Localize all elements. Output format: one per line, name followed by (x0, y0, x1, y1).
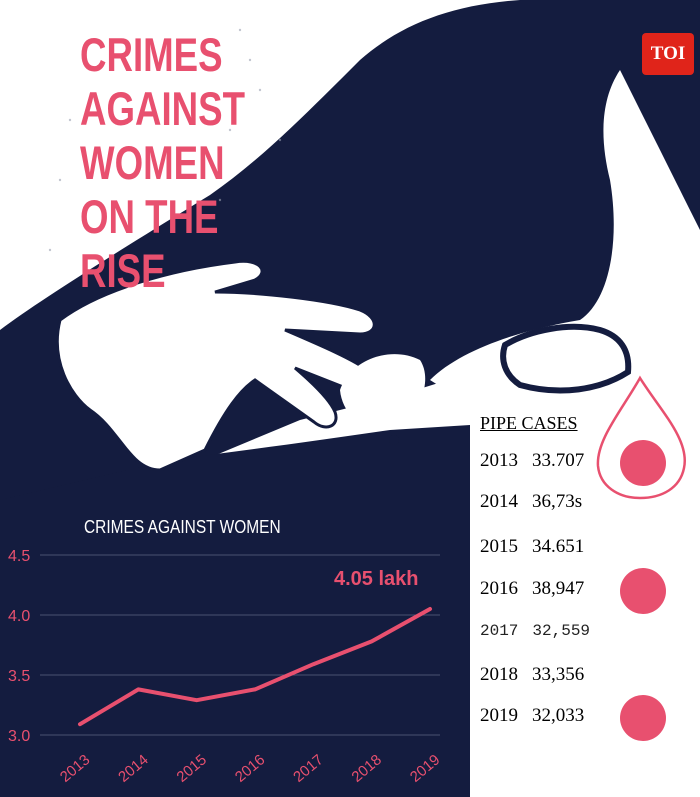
cases-value: 32,033 (532, 705, 585, 726)
cases-marker-dot (620, 568, 666, 614)
y-tick-label: 4.0 (8, 608, 30, 625)
eye-lid (510, 339, 612, 377)
teardrop-icon (596, 375, 687, 500)
cases-marker-dot (620, 440, 666, 486)
face-shape (430, 70, 700, 405)
nostril (389, 435, 399, 445)
eye-shape (500, 323, 632, 394)
nose-shape (340, 354, 426, 430)
x-tick-label: 2017 (290, 751, 326, 785)
chart-annotation: 4.05 lakh (334, 568, 419, 590)
headline-line-2: AGAINST (80, 82, 245, 135)
y-tick-label: 4.5 (8, 548, 30, 565)
series-line (78, 607, 432, 727)
headline-line-1: CRIMES (80, 28, 223, 81)
cases-row: 2018 33,356 (480, 664, 584, 686)
toi-logo: TOI (642, 33, 694, 75)
x-tick-label: 2019 (407, 751, 443, 785)
cases-value: 34.651 (532, 536, 585, 557)
x-tick-label: 2016 (232, 751, 268, 785)
cases-year: 2014 (480, 491, 518, 512)
cases-row: 2015 34.651 (480, 536, 584, 558)
line-chart: 3.0 3.5 4.0 4.5 2013 2014 2015 2016 2017 2018 2019 (8, 548, 443, 786)
headline-line-5: RISE (80, 244, 166, 297)
x-tick-label: 2013 (57, 751, 93, 785)
y-tick-label: 3.0 (8, 728, 30, 745)
cases-year: 2019 (480, 705, 518, 726)
cases-year: 2016 (480, 578, 518, 599)
headline-line-4: ON THE (80, 190, 219, 243)
cases-value: 33,356 (532, 664, 585, 685)
headline: CRIMES AGAINST WOMEN ON THE RISE (80, 28, 267, 298)
x-tick-label: 2014 (115, 751, 151, 785)
cases-year: 2017 (480, 622, 519, 640)
x-tick-label: 2015 (174, 751, 210, 785)
cases-row: 2017 32,559 (480, 622, 590, 640)
grunge-texture (48, 28, 282, 252)
y-tick-label: 3.5 (8, 668, 30, 685)
cases-row: 2019 32,033 (480, 705, 584, 727)
headline-line-3: WOMEN (80, 136, 225, 189)
cases-value: 38,947 (532, 578, 585, 599)
cases-year: 2015 (480, 536, 518, 557)
x-tick-label: 2018 (349, 751, 385, 785)
cases-year: 2013 (480, 450, 518, 471)
cases-row: 2016 38,947 (480, 578, 584, 600)
cases-value: 36,73s (532, 491, 583, 512)
cases-year: 2018 (480, 664, 518, 685)
cases-value: 33.707 (532, 450, 585, 471)
cases-row: 2014 36,73s (480, 491, 582, 513)
cases-marker-dot (620, 695, 666, 741)
cases-value: 32,559 (532, 622, 591, 640)
cases-table-header: PIPE CASES (480, 413, 578, 433)
chart-title: CRIMES AGAINST WOMEN (84, 517, 281, 537)
cases-row: 2013 33.707 (480, 450, 584, 472)
